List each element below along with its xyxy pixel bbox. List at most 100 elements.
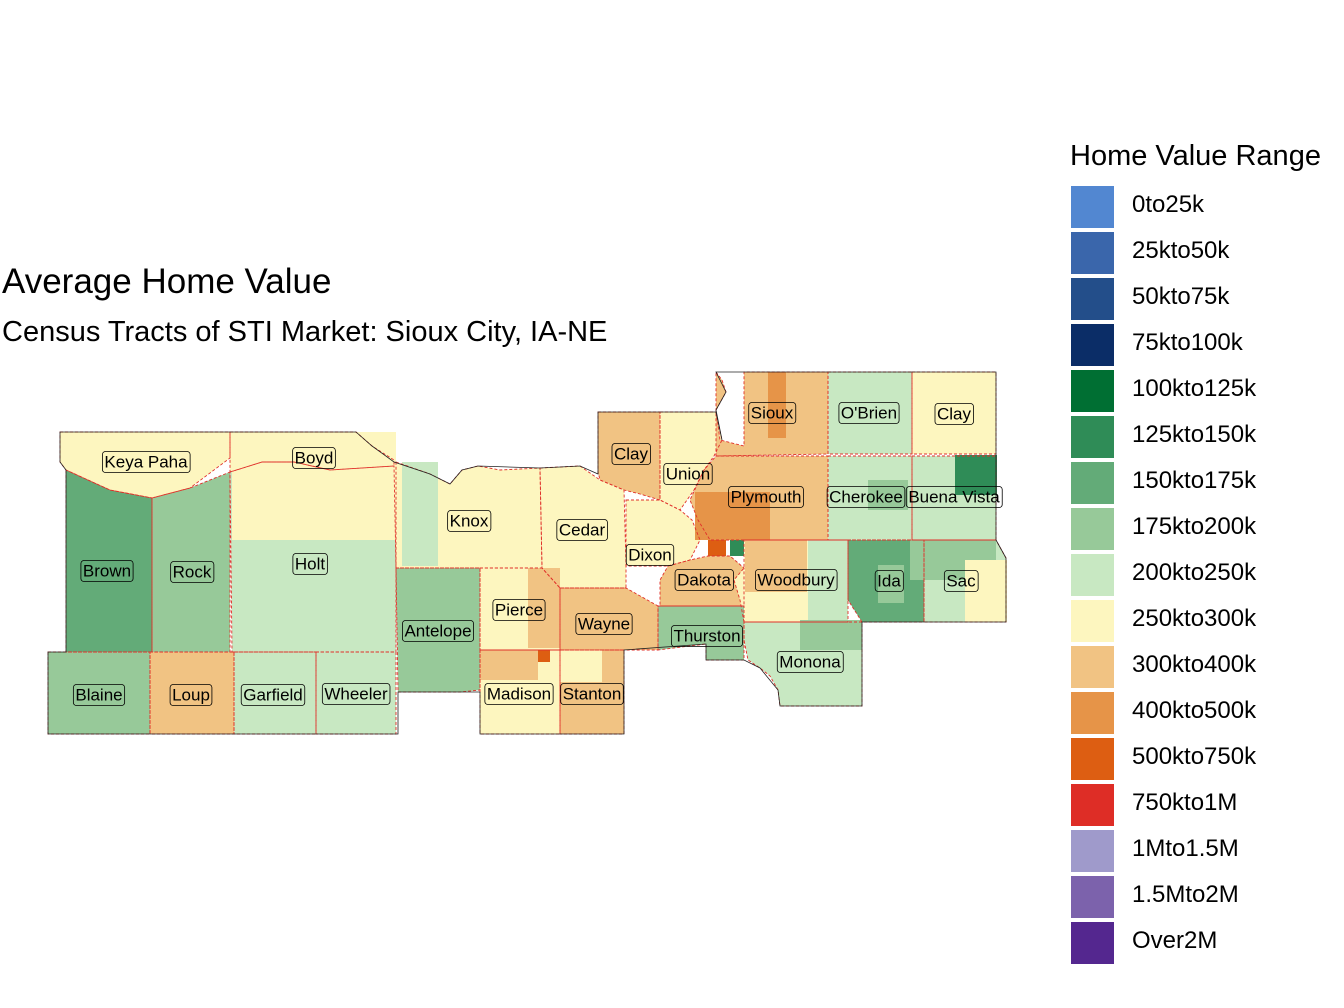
- county-area: [912, 372, 996, 454]
- county-borders: [47, 370, 1007, 735]
- legend-label: 400kto500k: [1132, 697, 1257, 724]
- county-label: Sac: [943, 570, 979, 592]
- tract: [768, 372, 786, 438]
- county-label: Clay: [934, 403, 974, 425]
- legend-item: 150kto175k: [1070, 458, 1344, 504]
- county-label-text: Brown: [83, 562, 131, 581]
- county-label: Rock: [170, 561, 215, 583]
- legend-item: 750kto1M: [1070, 780, 1344, 826]
- county-label-text: Garfield: [243, 686, 303, 705]
- legend-item: 0to25k: [1070, 182, 1344, 228]
- legend-item: 175kto200k: [1070, 504, 1344, 550]
- county-label-text: Sac: [946, 572, 976, 591]
- county-label: Holt: [292, 553, 328, 575]
- county-label: Dixon: [625, 544, 675, 566]
- county-label: Knox: [447, 510, 492, 532]
- county-label-text: Cherokee: [829, 488, 903, 507]
- county-label-box: [170, 561, 215, 583]
- county-label-text: Dixon: [628, 546, 671, 565]
- county-label-box: [934, 403, 974, 425]
- county-label-box: [874, 570, 904, 592]
- county-label-text: Boyd: [295, 449, 334, 468]
- legend-swatch: [1071, 508, 1114, 550]
- county-border: [659, 555, 745, 607]
- county-label-box: [447, 510, 492, 532]
- county-label-text: Antelope: [404, 622, 471, 641]
- county-border: [47, 651, 151, 735]
- tract: [560, 650, 602, 682]
- legend-item: 75kto100k: [1070, 320, 1344, 366]
- county-label-text: Rock: [173, 563, 212, 582]
- legend-item: 1.5Mto2M: [1070, 872, 1344, 918]
- legend-swatch: [1071, 232, 1114, 274]
- county-label-box: [556, 519, 608, 541]
- county-label-box: [728, 486, 804, 508]
- county-label: Thurston: [671, 625, 743, 647]
- county-label-text: Holt: [295, 555, 326, 574]
- county-label: Union: [663, 463, 713, 485]
- market-outline: [47, 371, 1007, 735]
- legend-swatch: [1071, 324, 1114, 366]
- tract: [600, 564, 624, 588]
- county-area: [660, 556, 744, 606]
- tract: [695, 492, 770, 540]
- county-label: Madison: [484, 683, 554, 705]
- legend-label: 200kto250k: [1132, 559, 1257, 586]
- county-area: [626, 500, 700, 566]
- county-label: Plymouth: [728, 486, 804, 508]
- legend-swatch: [1071, 692, 1114, 734]
- tract: [528, 568, 560, 648]
- legend-item: 25kto50k: [1070, 228, 1344, 274]
- tract: [232, 432, 396, 540]
- county-label-text: Wayne: [578, 615, 630, 634]
- county-border: [715, 370, 829, 457]
- county-label-text: Cedar: [559, 521, 606, 540]
- legend-items: 0to25k 25kto50k 50kto75k 75kto100k 100kto125…: [1070, 182, 1344, 964]
- county-label-box: [575, 613, 633, 635]
- county-label: Clay: [611, 443, 651, 465]
- county-label-text: Stanton: [563, 685, 622, 704]
- county-area: [152, 472, 230, 652]
- legend-swatch: [1071, 186, 1114, 228]
- county-border: [151, 471, 231, 653]
- map-subtitle: Census Tracts of STI Market: Sioux City,…: [2, 316, 608, 348]
- county-area: [828, 372, 912, 454]
- legend-swatch: [1071, 646, 1114, 688]
- county-label-box: [492, 599, 546, 621]
- county-label-text: Dakota: [677, 571, 731, 590]
- legend-swatch: [1071, 784, 1114, 826]
- county-label: Buena Vista: [905, 486, 1003, 508]
- legend-item: Over2M: [1070, 918, 1344, 964]
- legend-label: 500kto750k: [1132, 743, 1257, 770]
- county-label: Monona: [776, 651, 844, 673]
- legend-label: 1Mto1.5M: [1132, 835, 1239, 862]
- county-label-text: Monona: [779, 653, 841, 672]
- county-label: Pierce: [492, 599, 546, 621]
- county-label-box: [72, 684, 126, 706]
- county-label: Antelope: [402, 620, 474, 642]
- county-label: Ida: [874, 570, 904, 592]
- legend-swatch: [1071, 876, 1114, 918]
- legend-label: 250kto300k: [1132, 605, 1257, 632]
- legend-swatch: [1071, 416, 1114, 458]
- county-label-text: Union: [666, 465, 710, 484]
- legend-label: 300kto400k: [1132, 651, 1257, 678]
- county-label-box: [169, 684, 213, 706]
- county-label-box: [838, 402, 900, 424]
- county-label-text: Woodbury: [757, 571, 835, 590]
- legend-label: 175kto200k: [1132, 513, 1257, 540]
- county-label-box: [560, 683, 624, 705]
- county-label: Sioux: [748, 402, 797, 424]
- tract: [878, 565, 904, 603]
- county-label-text: Keya Paha: [104, 453, 188, 472]
- tract: [480, 650, 538, 680]
- legend-item: 250kto300k: [1070, 596, 1344, 642]
- legend-label: 50kto75k: [1132, 283, 1230, 310]
- county-area: [150, 652, 234, 734]
- county-label: Woodbury: [755, 569, 838, 591]
- map-title: Average Home Value: [2, 262, 332, 301]
- county-label-text: Ida: [877, 572, 901, 591]
- county-border: [923, 539, 1007, 623]
- county-label: Garfield: [240, 684, 306, 706]
- county-area: [396, 568, 480, 692]
